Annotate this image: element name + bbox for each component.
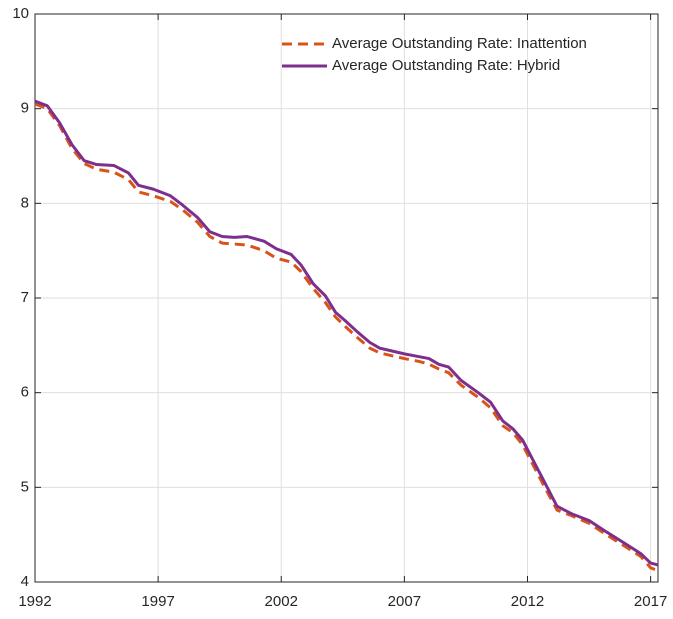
x-tick-label: 2012 bbox=[511, 593, 544, 610]
y-tick-label: 9 bbox=[21, 100, 29, 117]
x-tick-label: 2002 bbox=[265, 593, 298, 610]
y-tick-label: 7 bbox=[21, 289, 29, 306]
axes-box bbox=[34, 13, 659, 583]
x-tick-label: 2017 bbox=[634, 593, 667, 610]
y-tick-label: 8 bbox=[21, 194, 29, 211]
x-tick-label: 2007 bbox=[388, 593, 421, 610]
y-tick-label: 10 bbox=[12, 5, 29, 22]
legend-label: Average Outstanding Rate: Inattention bbox=[332, 35, 587, 52]
legend-label: Average Outstanding Rate: Hybrid bbox=[332, 57, 560, 74]
x-tick-label: 1997 bbox=[141, 593, 174, 610]
y-tick-label: 6 bbox=[21, 384, 29, 401]
series-line bbox=[34, 102, 659, 573]
series-line bbox=[34, 99, 659, 567]
y-tick-label: 5 bbox=[21, 478, 29, 495]
y-tick-label: 4 bbox=[21, 573, 29, 590]
x-tick-label: 1992 bbox=[18, 593, 51, 610]
